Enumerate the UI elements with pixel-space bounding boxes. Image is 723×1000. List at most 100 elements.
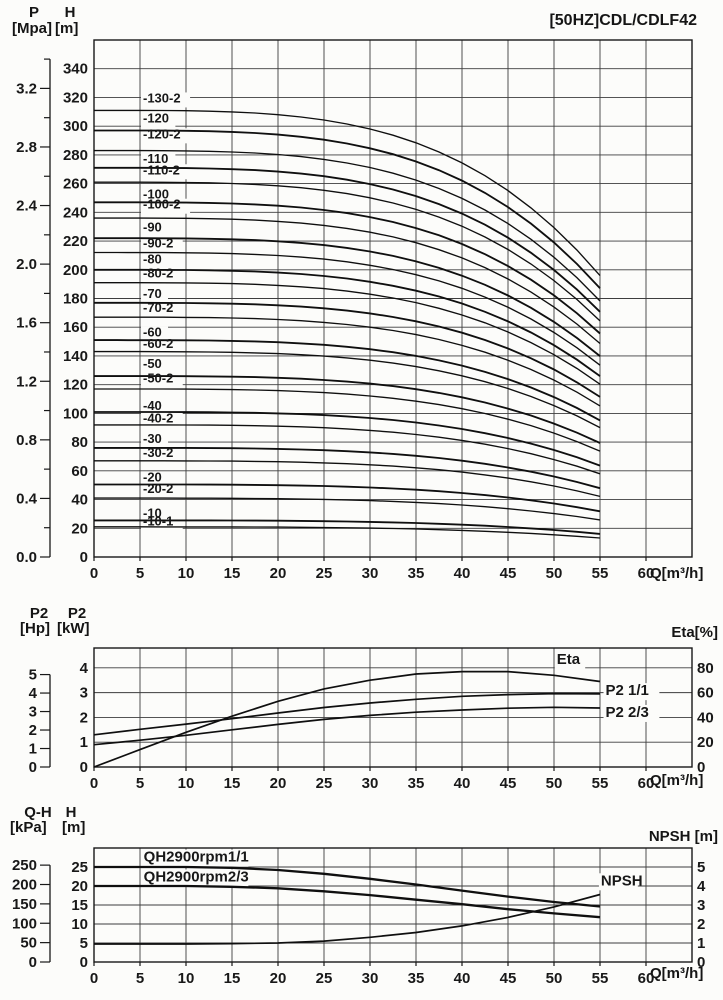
h-m-tick-label: 0 [80,954,88,971]
power-curves [93,670,601,768]
curve-label-70: -70 [143,286,162,301]
h-m-tick-label: 20 [71,878,88,895]
p2-hp-axis-unit: [Hp] [20,620,50,637]
npsh-tick-label: 3 [697,897,705,914]
secondary-axis-tick-label: 4 [29,685,38,702]
curve-labels: -130-2-120-120-2-110-110-2-100-100-2-90-… [143,90,181,528]
x-tick-label: 5 [136,565,144,582]
head-capacity-chart: 0 5 10 15 20 25 30 35 40 45 50 55 60 0 20 40 60 80 100 120 1… [16,39,693,582]
x-tick-label: 40 [454,565,471,582]
h2-axis-unit: [m] [62,819,86,836]
eta-axis-title: Eta[%] [671,624,718,641]
npsh-tick-label: 5 [697,859,705,876]
x-tick-label: 55 [592,970,609,987]
x-tick-label: 15 [224,565,241,582]
h-tick-label: 300 [63,118,88,135]
x-tick-label: 20 [270,970,287,987]
curve-labels: QH2900rpm1/1 QH2900rpm2/3 NPSH [144,849,643,890]
npsh-tick-label: 2 [697,916,705,933]
x-tick-label: 40 [454,970,471,987]
curve-label-90: -90 [143,220,162,235]
q-axis-unit-bottom: Q[m³/h] [650,965,704,982]
curve-label-p2-2-3: P2 2/3 [606,704,649,721]
curve-label-qh2900rpm1-1: QH2900rpm1/1 [144,849,249,866]
curve-label-50-2: -50-2 [143,370,173,385]
secondary-axis-tick-label: 3.2 [16,80,37,97]
curve-p2-1-1 [93,692,601,736]
curve-p2-2-3 [93,706,601,746]
secondary-axis-tick-label: 150 [12,896,37,913]
x-tick-label: 25 [316,970,333,987]
x-tick-label: 0 [90,565,98,582]
p2-hp-axis-name: P2 [29,605,49,622]
x-tick-label: 50 [546,775,563,792]
curve-stage-60-2 [94,350,601,429]
secondary-axis-tick-label: 200 [12,877,37,894]
kw-tick-label: 1 [80,734,88,751]
grid [94,648,692,767]
curve-label-eta: Eta [557,651,581,668]
chart-title: [50HZ]CDL/CDLF42 [549,12,697,29]
kw-tick-label: 0 [80,759,88,776]
secondary-axis-tick-label: 250 [12,857,37,874]
curve-stage-120 [94,129,601,289]
h-tick-label: 240 [63,204,88,221]
curve-label-40: -40 [143,398,162,413]
power-efficiency-chart: 0 5 10 15 20 25 30 35 40 45 50 55 600123401234502040… [29,647,714,792]
x-tick-label: 20 [270,775,287,792]
curve-label-30-2: -30-2 [143,445,173,460]
curve-stage-110 [94,166,601,313]
curve-stage-110-2 [94,181,601,322]
qh-axis-unit: [kPa] [10,819,47,836]
curve-stage-20 [94,483,601,513]
curve-stage-120-2 [94,149,601,302]
curve-label-30: -30 [143,431,162,446]
curve-stage-60 [94,339,601,422]
x-tick-label: 30 [362,775,379,792]
h-tick-label: 200 [63,262,88,279]
plot-border [93,39,693,558]
curve-stage-10-1 [94,526,601,539]
x-tick-label: 10 [178,565,195,582]
curve-label-patches [141,849,638,891]
curve-label-120-2: -120-2 [143,126,181,141]
curve-label-120: -120 [143,111,169,126]
h-m-tick-label: 25 [71,859,88,876]
h-tick-label: 180 [63,291,88,308]
q-axis-unit-middle: Q[m³/h] [650,772,704,789]
kw-tick-label: 4 [80,660,89,677]
curve-qh2900rpm1-1 [94,865,601,908]
h-m-tick-label: 5 [80,935,88,952]
h-tick-label: 320 [63,89,88,106]
eta-tick-label: 60 [697,685,714,702]
h-tick-label: 260 [63,176,88,193]
curve-stage-30-2 [94,460,601,498]
secondary-axis-tick-label: 1 [29,741,37,758]
curve-qh2900rpm2-3 [94,884,601,919]
secondary-axis-tick-label: 2.4 [16,198,38,215]
curve-stage-20-2 [94,497,601,521]
curve-stage-70 [94,301,601,398]
kw-tick-label: 2 [80,709,88,726]
secondary-axis-tick-label: 100 [12,915,37,932]
secondary-axis-tick-label: 2.0 [16,256,37,273]
x-tick-label: 55 [592,565,609,582]
x-tick-label: 50 [546,565,563,582]
h-tick-label: 340 [63,61,88,78]
secondary-axis-tick-label: 0 [29,759,37,776]
curve-stage-100 [94,201,601,335]
curve-label-patches [554,652,660,722]
secondary-axis-tick-label: 0.4 [16,490,38,507]
x-tick-label: 15 [224,775,241,792]
curve-label-10-1: -10-1 [143,513,173,528]
x-tick-label: 5 [136,775,144,792]
curve-stage-40 [94,411,601,467]
curve-label-80: -80 [143,251,162,266]
x-tick-label: 40 [454,775,471,792]
curve-eta [93,670,601,768]
eta-tick-label: 0 [697,759,705,776]
h-tick-label: 60 [71,463,88,480]
h-axis-name: H [64,4,76,21]
x-tick-label: 60 [638,775,655,792]
